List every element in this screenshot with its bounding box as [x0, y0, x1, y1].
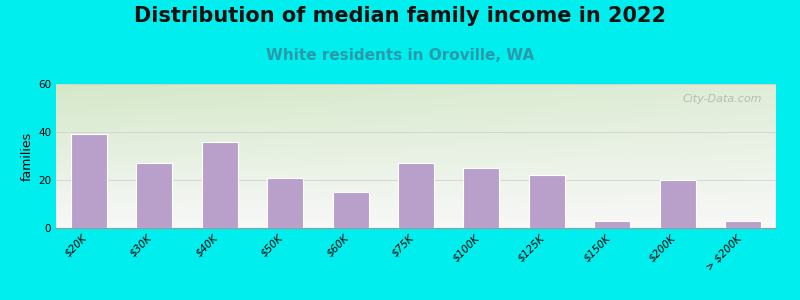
Y-axis label: families: families: [21, 131, 34, 181]
Bar: [660, 180, 696, 228]
Bar: [267, 178, 303, 228]
Bar: [136, 163, 172, 228]
Bar: [463, 168, 499, 228]
Bar: [594, 221, 630, 228]
Bar: [398, 163, 434, 228]
Bar: [333, 192, 369, 228]
Bar: [529, 175, 565, 228]
Bar: [202, 142, 238, 228]
Text: City-Data.com: City-Data.com: [682, 94, 762, 104]
Text: Distribution of median family income in 2022: Distribution of median family income in …: [134, 6, 666, 26]
Bar: [726, 221, 762, 228]
Text: White residents in Oroville, WA: White residents in Oroville, WA: [266, 48, 534, 63]
Bar: [70, 134, 106, 228]
